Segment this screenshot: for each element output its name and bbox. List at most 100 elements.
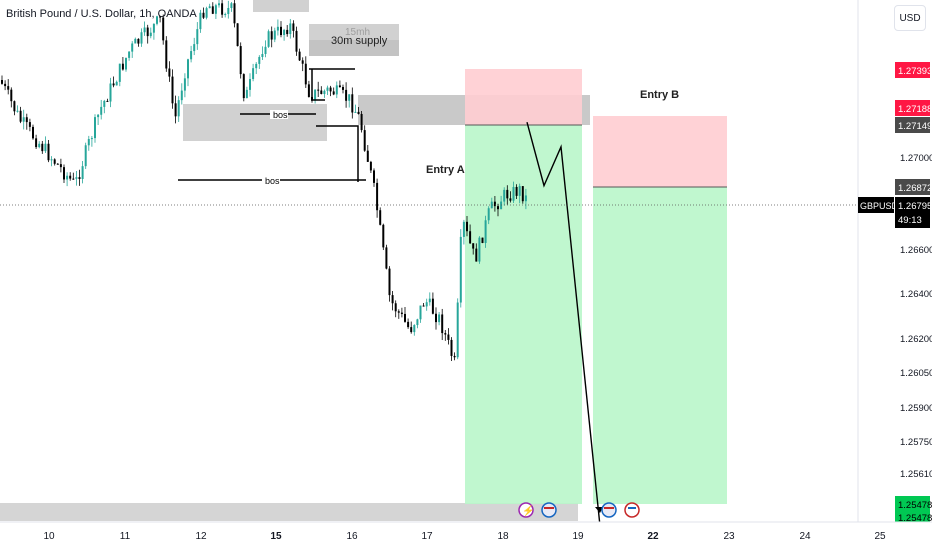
candle-body <box>187 59 189 79</box>
candle-body <box>165 40 168 69</box>
price-scale[interactable] <box>858 0 932 522</box>
candle-body <box>190 51 193 60</box>
candle-body <box>292 23 295 31</box>
candle-body <box>521 186 524 202</box>
price-tag-5-bg <box>895 496 930 512</box>
currency-button[interactable]: USD <box>894 5 926 31</box>
candle-body <box>335 85 338 95</box>
candle-body <box>134 38 137 44</box>
y-tick-label: 1.25610 <box>900 469 932 480</box>
candle-body <box>453 355 456 358</box>
candle-body <box>221 3 224 15</box>
price-tag-3: 1.27149 <box>898 121 932 132</box>
price-tag-4: 1.26872 <box>898 183 932 194</box>
y-tick-label: 1.26600 <box>900 245 932 256</box>
us-flag-icon[interactable] <box>624 502 640 518</box>
time-axis-ticks: 10 11 12 15 16 17 18 19 22 23 24 25 <box>43 531 886 542</box>
candle-body <box>264 46 267 54</box>
symbol-tag: GBPUSD <box>860 201 899 211</box>
candle-body <box>320 90 323 95</box>
candle-body <box>487 208 490 221</box>
candle-body <box>87 139 90 146</box>
plot-area <box>0 0 858 522</box>
candle-body <box>168 68 171 77</box>
candle-body <box>109 83 112 102</box>
candle-body <box>332 91 335 95</box>
candle-body <box>280 26 282 36</box>
candle-body <box>475 248 478 262</box>
price-tag-6: 1.25478 <box>898 513 932 524</box>
countdown-tag: 49:13 <box>898 215 922 226</box>
candle-body <box>304 63 307 85</box>
bos-1-label: bos <box>273 110 288 120</box>
candle-body <box>205 8 208 18</box>
entry-b-loss-zone <box>593 116 727 187</box>
candle-body <box>90 138 93 140</box>
price-tag-4-bg <box>895 179 930 195</box>
candle-body <box>444 333 447 335</box>
candle-body <box>382 224 385 248</box>
time-axis[interactable] <box>0 522 932 550</box>
candle-body <box>258 56 261 64</box>
x-tick-label: 25 <box>874 531 886 542</box>
candle-body <box>400 312 403 314</box>
candle-body <box>323 90 326 95</box>
candle-body <box>360 113 363 131</box>
uk-flag-icon[interactable] <box>601 502 617 518</box>
projected-path-arrowhead <box>595 507 603 513</box>
candle-body <box>490 201 493 209</box>
candle-body <box>202 12 205 18</box>
x-tick-label: 11 <box>120 531 131 542</box>
uk-flag-icon[interactable] <box>541 502 557 518</box>
candle-body <box>230 3 233 8</box>
candle-body <box>233 3 236 24</box>
candle-body <box>214 5 217 14</box>
price-tag-2-bg <box>895 100 930 116</box>
event-icons: ⚡ <box>518 502 640 518</box>
candle-body <box>242 74 245 99</box>
candle-body <box>407 321 410 328</box>
candle-body <box>273 30 276 40</box>
candle-body <box>227 7 230 15</box>
x-tick-label: 12 <box>195 531 207 542</box>
candle-body <box>152 23 155 33</box>
candle-body <box>35 138 38 148</box>
candle-body <box>193 44 196 52</box>
candle-body <box>72 178 75 180</box>
candle-body <box>317 89 320 91</box>
candle-body <box>146 27 149 37</box>
candle-body <box>503 189 506 202</box>
candle-body <box>484 220 487 243</box>
supply-15m-label: 15mh <box>345 27 370 38</box>
candle-body <box>438 314 441 323</box>
candle-body <box>413 325 416 333</box>
candle-body <box>171 76 174 104</box>
candle-body <box>366 150 369 162</box>
candle-body <box>94 117 96 139</box>
candle-body <box>10 89 13 102</box>
candle-body <box>357 111 360 114</box>
lightning-icon[interactable] <box>518 502 534 518</box>
candle-body <box>4 83 7 87</box>
candle-body <box>500 201 503 210</box>
candle-body <box>345 89 348 101</box>
candle-body <box>218 3 220 6</box>
candle-body <box>56 163 59 165</box>
structure-line-mid <box>316 125 359 182</box>
candle-body <box>156 16 158 24</box>
candle-body <box>267 31 270 47</box>
candle-body <box>211 6 214 14</box>
price-tag-1-bg <box>895 62 930 78</box>
entry-a-loss-zone <box>465 69 582 125</box>
x-tick-label: 19 <box>572 531 584 542</box>
candle-body <box>298 51 301 61</box>
candle-body <box>373 170 375 183</box>
structure-line-bracket <box>311 69 325 101</box>
candle-body <box>118 63 121 82</box>
candle-body <box>391 295 394 304</box>
candle-body <box>16 110 19 112</box>
candle-body <box>509 198 512 201</box>
candle-body <box>103 100 106 107</box>
candle-body <box>131 43 134 52</box>
